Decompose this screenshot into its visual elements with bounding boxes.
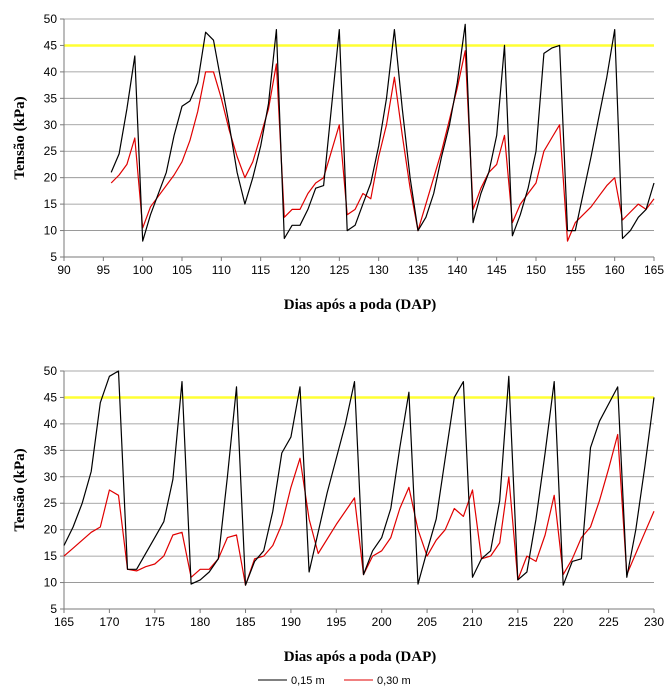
- y-tick-label: 30: [44, 118, 58, 132]
- y-tick-label: 20: [44, 171, 58, 185]
- x-tick-label: 130: [369, 263, 389, 277]
- y-tick-label: 25: [44, 144, 58, 158]
- y-tick-label: 5: [50, 250, 57, 264]
- x-tick-label: 90: [57, 263, 71, 277]
- x-tick-label: 195: [326, 615, 346, 629]
- y-tick-label: 25: [44, 496, 58, 510]
- y-tick-label: 15: [44, 549, 58, 563]
- x-tick-label: 145: [487, 263, 507, 277]
- x-tick-label: 230: [644, 615, 664, 629]
- y-tick-label: 50: [44, 12, 58, 26]
- x-tick-label: 165: [54, 615, 74, 629]
- legend-label-015: 0,15 m: [291, 675, 325, 687]
- series-line-030: [110, 50, 655, 242]
- x-tick-label: 120: [290, 263, 310, 277]
- x-tick-label: 140: [447, 263, 467, 277]
- y-tick-label: 20: [44, 523, 58, 537]
- x-tick-label: 180: [190, 615, 210, 629]
- x-tick-label: 175: [145, 615, 165, 629]
- y-tick-label: 40: [44, 417, 58, 431]
- x-tick-label: 165: [644, 263, 664, 277]
- x-tick-label: 200: [372, 615, 392, 629]
- x-tick-label: 170: [99, 615, 119, 629]
- x-tick-label: 225: [599, 615, 619, 629]
- x-tick-label: 190: [281, 615, 301, 629]
- x-tick-label: 125: [329, 263, 349, 277]
- y-axis-label: Tensão (kPa): [12, 96, 28, 179]
- legend-label-030: 0,30 m: [377, 675, 411, 687]
- y-tick-label: 40: [44, 65, 58, 79]
- y-axis-label: Tensão (kPa): [12, 448, 28, 531]
- y-tick-label: 45: [44, 38, 58, 52]
- series-line-030: [63, 433, 655, 586]
- y-tick-label: 35: [44, 443, 58, 457]
- x-axis-label: Dias após a poda (DAP): [284, 297, 437, 313]
- x-tick-label: 185: [236, 615, 256, 629]
- x-tick-label: 215: [508, 615, 528, 629]
- y-tick-label: 15: [44, 197, 58, 211]
- x-tick-label: 95: [97, 263, 111, 277]
- chart-bottom: Tensão (kPa) Dias após a poda (DAP) 5 10 1…: [12, 364, 664, 665]
- x-tick-label: 115: [251, 263, 270, 277]
- x-tick-label: 105: [172, 263, 192, 277]
- x-tick-label: 220: [553, 615, 573, 629]
- y-tick-label: 30: [44, 470, 58, 484]
- x-tick-label: 110: [212, 263, 231, 277]
- x-tick-label: 135: [408, 263, 428, 277]
- x-tick-label: 155: [565, 263, 585, 277]
- x-tick-label: 210: [462, 615, 482, 629]
- chart-top: Tensão (kPa) Dias após a poda (DAP) 5 10 1…: [12, 12, 664, 313]
- y-tick-label: 10: [44, 224, 58, 238]
- x-tick-label: 205: [417, 615, 437, 629]
- y-tick-label: 50: [44, 364, 58, 378]
- legend: 0,15 m 0,30 m: [258, 675, 411, 687]
- x-tick-label: 100: [133, 263, 153, 277]
- y-tick-label: 45: [44, 390, 58, 404]
- x-tick-label: 150: [526, 263, 546, 277]
- y-tick-label: 35: [44, 91, 58, 105]
- series-line-015: [110, 23, 655, 242]
- series-line-015: [63, 370, 655, 586]
- x-axis-label: Dias após a poda (DAP): [284, 649, 437, 665]
- y-tick-label: 5: [50, 602, 57, 616]
- x-tick-label: 160: [605, 263, 625, 277]
- y-tick-label: 10: [44, 576, 58, 590]
